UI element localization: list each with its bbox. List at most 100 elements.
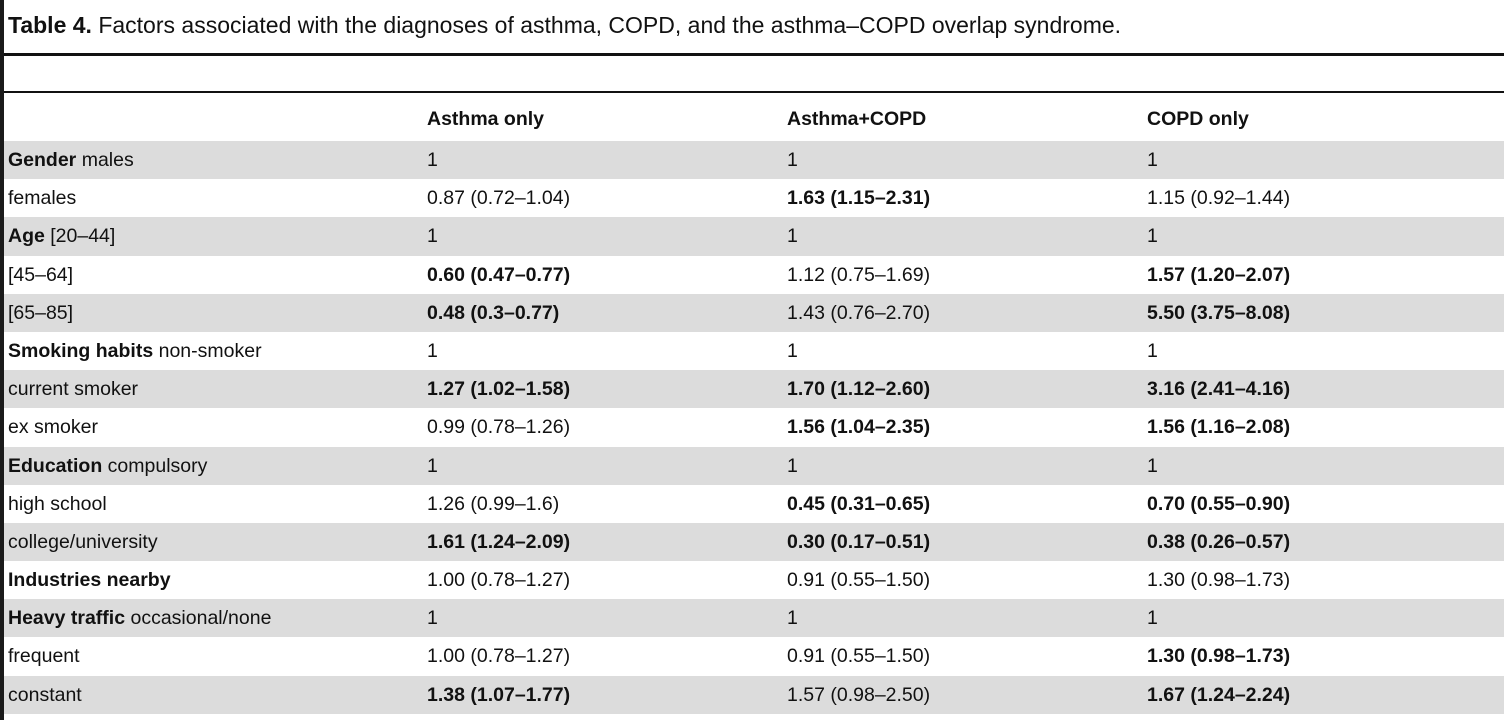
cell-asthma-only: 1 [427, 454, 438, 477]
table-row: Education compulsory 1 1 1 [4, 446, 1504, 485]
row-label: Industries nearby [8, 561, 171, 599]
cell-copd-only: 1.56 (1.16–2.08) [1147, 416, 1291, 439]
row-category-label: [45–64] [8, 263, 74, 286]
table-row: Smoking habits non-smoker 1 1 1 [4, 332, 1504, 370]
row-group-label: Education [8, 454, 103, 477]
row-group-label: Industries nearby [8, 569, 171, 592]
cell-asthma-only: 0.99 (0.78–1.26) [427, 416, 571, 439]
row-group-label: Gender [8, 149, 77, 171]
table-row: females 0.87 (0.72–1.04) 1.63 (1.15–2.31) 1… [4, 179, 1504, 217]
cell-copd-only: 5.50 (3.75–8.08) [1147, 301, 1291, 324]
cell-asthma-only: 1 [427, 149, 438, 171]
data-table: Asthma only Asthma+COPD COPD only Gender… [4, 97, 1504, 714]
page-edge-bar [0, 0, 4, 720]
table-row: Industries nearby 1.00 (0.78–1.27) 0.91 (0… [4, 561, 1504, 599]
cell-asthma-copd: 1.12 (0.75–1.69) [787, 263, 931, 286]
table-row: current smoker 1.27 (1.02–1.58) 1.70 (1.12… [4, 370, 1504, 409]
cell-asthma-only: 1.00 (0.78–1.27) [427, 569, 571, 592]
table-row: Heavy traffic occasional/none 1 1 1 [4, 599, 1504, 638]
table-row: constant 1.38 (1.07–1.77) 1.57 (0.98–2.50)… [4, 675, 1504, 714]
cell-copd-only: 1 [1147, 225, 1158, 248]
cell-copd-only: 1.30 (0.98–1.73) [1147, 569, 1291, 592]
cell-copd-only: 1 [1147, 454, 1158, 477]
table-row: [65–85] 0.48 (0.3–0.77) 1.43 (0.76–2.70) 5.… [4, 293, 1504, 332]
cell-asthma-copd: 1.56 (1.04–2.35) [787, 416, 931, 439]
table-caption: Table 4. Factors associated with the dia… [8, 8, 1121, 42]
cell-asthma-copd: 1.57 (0.98–2.50) [787, 683, 931, 706]
row-category-label: compulsory [102, 454, 208, 477]
cell-asthma-copd: 1.70 (1.12–2.60) [787, 378, 931, 401]
row-group-label: Heavy traffic [8, 607, 126, 630]
row-label: college/university [8, 523, 158, 561]
row-category-label: occasional/none [125, 607, 272, 630]
row-group-label: Smoking habits [8, 339, 154, 362]
row-category-label: current smoker [8, 378, 139, 401]
row-category-label: frequent [8, 645, 80, 668]
caption-rule [4, 53, 1504, 56]
cell-asthma-copd: 1 [787, 339, 798, 362]
table-row: [45–64] 0.60 (0.47–0.77) 1.12 (0.75–1.69) 1… [4, 256, 1504, 294]
cell-asthma-copd: 0.30 (0.17–0.51) [787, 530, 931, 553]
column-header-copd-only: COPD only [1147, 108, 1249, 130]
cell-copd-only: 3.16 (2.41–4.16) [1147, 378, 1291, 401]
cell-asthma-only: 0.87 (0.72–1.04) [427, 187, 571, 210]
row-category-label: constant [8, 683, 82, 706]
row-label: Heavy traffic occasional/none [8, 599, 271, 637]
row-label: [45–64] [8, 256, 73, 294]
cell-asthma-only: 1.27 (1.02–1.58) [427, 378, 571, 401]
cell-asthma-copd: 1.43 (0.76–2.70) [787, 301, 931, 324]
row-label: Smoking habits non-smoker [8, 332, 262, 370]
cell-asthma-copd: 0.91 (0.55–1.50) [787, 645, 931, 668]
table-row: ex smoker 0.99 (0.78–1.26) 1.56 (1.04–2.35… [4, 408, 1504, 446]
row-label: current smoker [8, 370, 138, 408]
row-category-label: college/university [8, 530, 158, 553]
row-category-label: males [76, 149, 134, 171]
cell-copd-only: 1 [1147, 339, 1158, 362]
row-group-label: Age [8, 225, 45, 248]
cell-asthma-copd: 1 [787, 225, 798, 248]
cell-copd-only: 1 [1147, 149, 1158, 171]
cell-asthma-only: 0.60 (0.47–0.77) [427, 263, 571, 286]
cell-copd-only: 0.38 (0.26–0.57) [1147, 530, 1291, 553]
row-label: females [8, 179, 76, 217]
table-header-row: Asthma only Asthma+COPD COPD only [4, 97, 1504, 141]
row-label: frequent [8, 637, 80, 675]
table-row: high school 1.26 (0.99–1.6) 0.45 (0.31–0.6… [4, 485, 1504, 523]
column-header-asthma-only: Asthma only [427, 108, 545, 130]
table-row: Age [20–44] 1 1 1 [4, 217, 1504, 256]
caption-label: Table 4. [8, 12, 92, 38]
cell-asthma-copd: 1 [787, 454, 798, 477]
cell-asthma-only: 1.61 (1.24–2.09) [427, 530, 571, 553]
row-category-label: high school [8, 492, 107, 515]
row-label: constant [8, 676, 82, 714]
cell-copd-only: 1.67 (1.24–2.24) [1147, 683, 1291, 706]
cell-asthma-only: 1.00 (0.78–1.27) [427, 645, 571, 668]
row-label: [65–85] [8, 294, 73, 332]
row-category-label: ex smoker [8, 416, 98, 439]
cell-asthma-copd: 0.91 (0.55–1.50) [787, 569, 931, 592]
row-category-label: non-smoker [153, 339, 262, 362]
row-category-label: [20–44] [44, 225, 116, 248]
table-row: Gender males 1 1 1 [4, 141, 1504, 180]
table-top-rule [4, 91, 1504, 93]
cell-copd-only: 1.30 (0.98–1.73) [1147, 645, 1291, 668]
row-category-label: [65–85] [8, 301, 74, 324]
cell-asthma-only: 1 [427, 225, 438, 248]
cell-asthma-only: 1.26 (0.99–1.6) [427, 492, 560, 515]
cell-asthma-copd: 1.63 (1.15–2.31) [787, 187, 931, 210]
row-label: Gender males [8, 141, 134, 179]
row-category-label: females [8, 187, 77, 210]
cell-asthma-copd: 1 [787, 607, 798, 630]
column-header-asthma-copd: Asthma+COPD [787, 108, 927, 130]
caption-text: Factors associated with the diagnoses of… [91, 12, 1122, 38]
row-label: Education compulsory [8, 447, 207, 485]
cell-asthma-only: 0.48 (0.3–0.77) [427, 301, 560, 324]
cell-asthma-copd: 1 [787, 149, 798, 171]
cell-copd-only: 1.15 (0.92–1.44) [1147, 187, 1291, 210]
cell-asthma-copd: 0.45 (0.31–0.65) [787, 492, 931, 515]
cell-asthma-only: 1.38 (1.07–1.77) [427, 683, 571, 706]
table-row: college/university 1.61 (1.24–2.09) 0.30 (… [4, 522, 1504, 562]
cell-asthma-only: 1 [427, 607, 438, 630]
cell-copd-only: 1.57 (1.20–2.07) [1147, 263, 1291, 286]
row-label: Age [20–44] [8, 217, 115, 255]
